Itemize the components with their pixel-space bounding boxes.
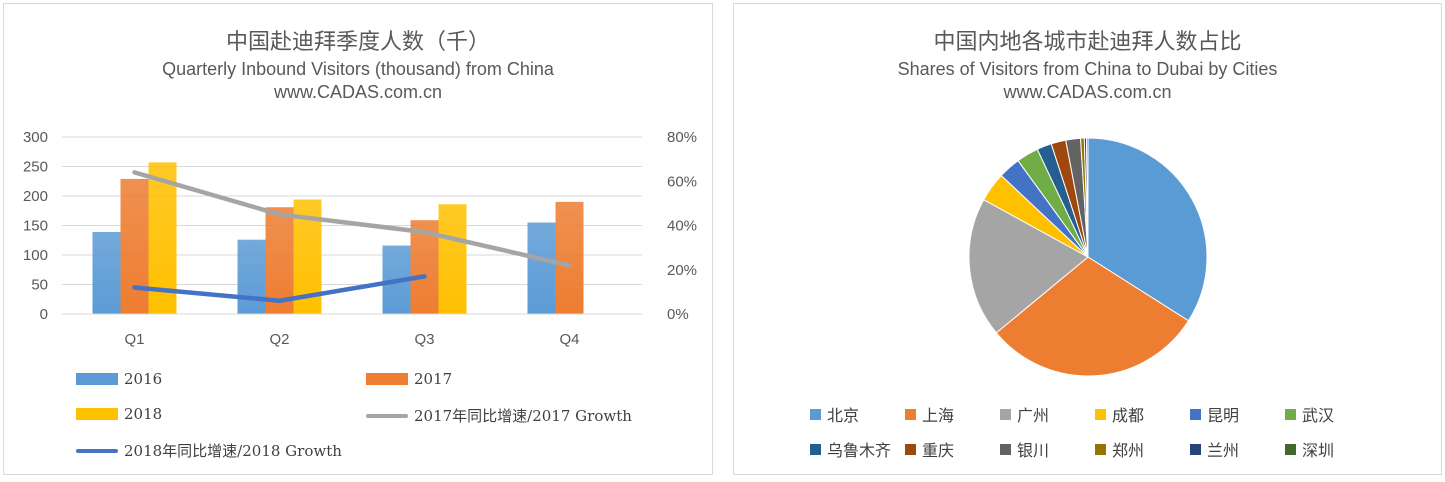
pie-slice-11 — [1085, 137, 1089, 258]
legend-swatch — [76, 448, 118, 453]
pie-legend-item: 成都 — [1095, 402, 1144, 426]
pie-legend-label: 上海 — [922, 406, 955, 425]
pie-legend-item: 兰州 — [1190, 437, 1239, 461]
legend-swatch — [1000, 443, 1011, 455]
pie-chart-subtitle: Shares of Visitors from China to Dubai b… — [897, 59, 1278, 79]
pie-legend-label: 昆明 — [1207, 406, 1240, 425]
bar-chart-titles: 中国赴迪拜季度人数（千） Quarterly Inbound Visitors … — [4, 28, 712, 104]
pie-legend-label: 乌鲁木齐 — [827, 441, 892, 460]
legend-swatch — [1190, 408, 1201, 420]
legend-item: 2016 — [76, 370, 162, 388]
y2-tick-label: 20% — [667, 262, 697, 279]
legend-swatch — [366, 413, 408, 418]
y-tick-label: 150 — [23, 218, 48, 235]
legend-swatch — [1190, 443, 1201, 455]
y-tick-label: 100 — [23, 247, 48, 264]
pie-legend-label: 兰州 — [1207, 441, 1240, 460]
legend-swatch — [810, 408, 821, 420]
legend-swatch — [905, 408, 916, 420]
pie-slice-0 — [1087, 137, 1208, 322]
legend-item: 2018 — [76, 405, 162, 423]
pie-legend-label: 成都 — [1112, 406, 1145, 425]
bar-chart-subtitle: Quarterly Inbound Visitors (thousand) fr… — [162, 59, 554, 79]
pie-chart-title: 中国内地各城市赴迪拜人数占比 — [933, 30, 1242, 55]
bar-chart-panel: 中国赴迪拜季度人数（千） Quarterly Inbound Visitors … — [3, 3, 713, 475]
x-tick-label: Q1 — [124, 331, 144, 348]
pie-legend-item: 深圳 — [1285, 437, 1334, 461]
bar-2016-Q1 — [92, 231, 121, 314]
bar-chart-plot: 300 250 200 150 100 50 0 80% 60% 40% 20% 0% Q1 Q2 Q3 Q4 — [23, 129, 697, 348]
pie-legend-label: 广州 — [1017, 406, 1050, 425]
y2-tick-label: 0% — [667, 306, 689, 323]
pie-chart-titles: 中国内地各城市赴迪拜人数占比 Shares of Visitors from C… — [734, 28, 1441, 104]
pie-legend-label: 银川 — [1017, 441, 1050, 460]
legend-swatch — [366, 373, 408, 385]
legend-label: 2017 — [414, 370, 453, 388]
pie-legend-item: 武汉 — [1285, 402, 1334, 426]
legend-swatch — [1095, 443, 1106, 455]
legend-label: 2018年同比增速/2018 Growth — [124, 442, 342, 460]
y2-tick-label: 60% — [667, 173, 697, 190]
legend-item: 2017 — [366, 370, 452, 388]
pie-legend-item: 乌鲁木齐 — [810, 437, 891, 461]
pie-slice-1 — [995, 256, 1190, 377]
x-tick-label: Q3 — [414, 331, 434, 348]
pie-legend-item: 昆明 — [1190, 402, 1239, 426]
legend-item: 2017年同比增速/2017 Growth — [366, 405, 632, 426]
y2-tick-label: 80% — [667, 129, 697, 146]
bar-2017-Q4 — [555, 201, 584, 314]
bar-2016-Q4 — [527, 222, 556, 314]
pie-legend-label: 郑州 — [1112, 441, 1145, 460]
legend-label: 2016 — [124, 370, 163, 388]
pie-legend-item: 重庆 — [905, 437, 954, 461]
line-series-1 — [132, 274, 427, 303]
y-tick-label: 250 — [23, 159, 48, 176]
legend-swatch — [1000, 408, 1011, 420]
pie-legend-label: 武汉 — [1302, 406, 1335, 425]
legend-swatch — [1285, 443, 1296, 455]
x-tick-label: Q2 — [269, 331, 289, 348]
bar-2017-Q2 — [265, 207, 294, 314]
line-series-0 — [132, 170, 572, 268]
legend-swatch — [76, 408, 118, 420]
pie-legend-item: 北京 — [810, 402, 859, 426]
y-tick-label: 300 — [23, 129, 48, 146]
legend-swatch — [1095, 408, 1106, 420]
pie-legend-item: 郑州 — [1095, 437, 1144, 461]
y-tick-label: 200 — [23, 188, 48, 205]
pie-chart-plot — [968, 137, 1208, 377]
legend-swatch — [905, 443, 916, 455]
y-tick-label: 50 — [31, 277, 48, 294]
legend-swatch — [1285, 408, 1296, 420]
pie-slice-2 — [968, 198, 1089, 334]
bar-2017-Q1 — [120, 178, 149, 314]
y2-tick-label: 40% — [667, 218, 697, 235]
x-tick-label: Q4 — [559, 331, 579, 348]
bar-chart-source: www.CADAS.com.cn — [273, 82, 443, 102]
bar-2018-Q3 — [438, 204, 467, 314]
y-tick-label: 0 — [40, 306, 48, 323]
pie-legend-item: 银川 — [1000, 437, 1049, 461]
pie-legend-label: 北京 — [827, 406, 860, 425]
pie-legend-item: 上海 — [905, 402, 954, 426]
legend-swatch — [810, 443, 821, 455]
legend-label: 2017年同比增速/2017 Growth — [414, 407, 632, 425]
pie-legend-label: 深圳 — [1302, 441, 1335, 460]
pie-chart-source: www.CADAS.com.cn — [1003, 82, 1172, 102]
pie-chart-panel: 中国内地各城市赴迪拜人数占比 Shares of Visitors from C… — [733, 3, 1442, 475]
legend-swatch — [76, 373, 118, 385]
bar-2016-Q2 — [237, 239, 266, 314]
pie-legend-label: 重庆 — [922, 441, 955, 460]
bar-chart-title: 中国赴迪拜季度人数（千） — [225, 30, 490, 55]
pie-legend-item: 广州 — [1000, 402, 1049, 426]
legend-label: 2018 — [124, 405, 163, 423]
legend-item: 2018年同比增速/2018 Growth — [76, 440, 342, 461]
